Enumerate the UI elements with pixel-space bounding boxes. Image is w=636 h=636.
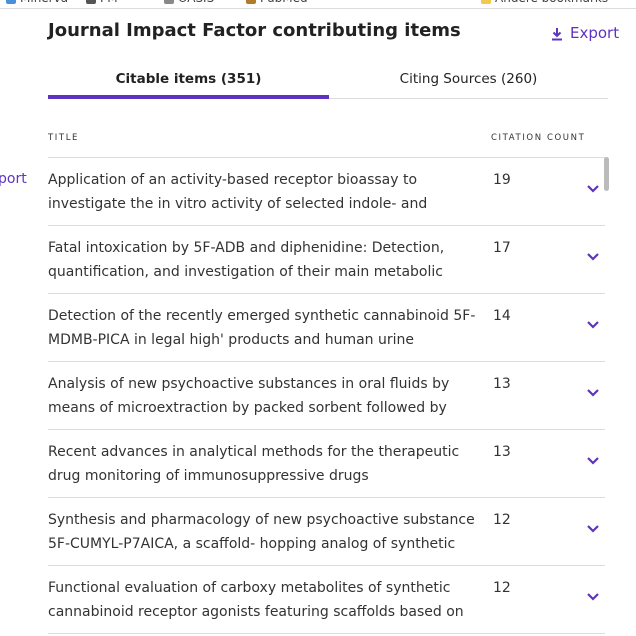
row-title[interactable]: investigate the in vitro activity of sel… <box>48 196 428 212</box>
citation-count: 13 <box>493 376 511 392</box>
chevron-path <box>587 321 599 329</box>
row-divider <box>48 361 605 362</box>
bookmark-icon <box>6 0 16 4</box>
row-title[interactable]: Functional evaluation of carboxy metabol… <box>48 580 451 596</box>
row-title[interactable]: Recent advances in analytical methods fo… <box>48 444 460 460</box>
chevron-path <box>587 593 599 601</box>
scrollbar[interactable] <box>604 157 609 191</box>
citation-count: 12 <box>493 512 511 528</box>
tab[interactable]: Citable items (351) <box>115 71 262 87</box>
citation-count: 19 <box>493 172 511 188</box>
row-title[interactable]: quantification, and investigation of the… <box>48 264 443 280</box>
bookmark-icon <box>86 0 96 4</box>
row-title[interactable]: Application of an activity-based recepto… <box>48 172 418 188</box>
row-title[interactable]: Analysis of new psychoactive substances … <box>48 376 450 392</box>
row-title[interactable]: Synthesis and pharmacology of new psycho… <box>48 512 475 528</box>
chevron-path <box>587 389 599 397</box>
row-divider <box>48 565 605 566</box>
row-divider <box>48 429 605 430</box>
row-divider <box>48 225 605 226</box>
row-title[interactable]: cannabinoid receptor agonists featuring … <box>48 604 464 620</box>
active-tab-indicator <box>48 95 329 99</box>
row-divider <box>48 633 605 634</box>
expand-chevron[interactable] <box>586 388 600 398</box>
expand-chevron[interactable] <box>586 592 600 602</box>
expand-chevron[interactable] <box>586 320 600 330</box>
bookmark-icon <box>481 0 491 4</box>
export-fragment[interactable]: port <box>0 171 27 187</box>
row-title[interactable]: MDMB-PICA in legal high' products and hu… <box>48 332 414 348</box>
citation-count: 17 <box>493 240 511 256</box>
bookmark-icon <box>246 0 256 4</box>
bookmarks-bar: Minerva PM OASIS PubMed Andere bookmarks <box>0 0 636 9</box>
row-title[interactable]: means of microextraction by packed sorbe… <box>48 400 447 416</box>
bookmark[interactable]: Minerva <box>20 0 68 5</box>
column-header: TITLE <box>48 133 79 143</box>
row-divider <box>48 293 605 294</box>
expand-chevron[interactable] <box>586 184 600 194</box>
expand-chevron[interactable] <box>586 524 600 534</box>
download-icon <box>552 28 562 41</box>
export-button[interactable]: Export <box>551 24 619 42</box>
chevron-path <box>587 525 599 533</box>
expand-chevron[interactable] <box>586 456 600 466</box>
row-divider <box>48 497 605 498</box>
bookmark[interactable]: PM <box>100 0 118 5</box>
citation-count: 14 <box>493 308 511 324</box>
bookmark-icon <box>164 0 174 4</box>
bookmark[interactable]: PubMed <box>260 0 308 5</box>
export-label: Export <box>570 24 620 42</box>
row-title[interactable]: Fatal intoxication by 5F-ADB and dipheni… <box>48 240 445 256</box>
bookmark[interactable]: OASIS <box>178 0 214 5</box>
tab[interactable]: Citing Sources (260) <box>399 71 538 87</box>
chevron-path <box>587 457 599 465</box>
row-title[interactable]: 5F-CUMYL-P7AICA, a scaffold- hopping ana… <box>48 536 456 552</box>
citation-count: 12 <box>493 580 511 596</box>
column-header: CITATION COUNT <box>491 133 586 143</box>
row-title[interactable]: drug monitoring of immunosuppressive dru… <box>48 468 369 484</box>
citation-count: 13 <box>493 444 511 460</box>
bookmark[interactable]: Andere bookmarks <box>495 0 608 5</box>
chevron-path <box>587 253 599 261</box>
section-title: Journal Impact Factor contributing items <box>48 20 461 41</box>
row-title[interactable]: Detection of the recently emerged synthe… <box>48 308 476 324</box>
row-divider <box>48 157 605 158</box>
expand-chevron[interactable] <box>586 252 600 262</box>
chevron-path <box>587 185 599 193</box>
